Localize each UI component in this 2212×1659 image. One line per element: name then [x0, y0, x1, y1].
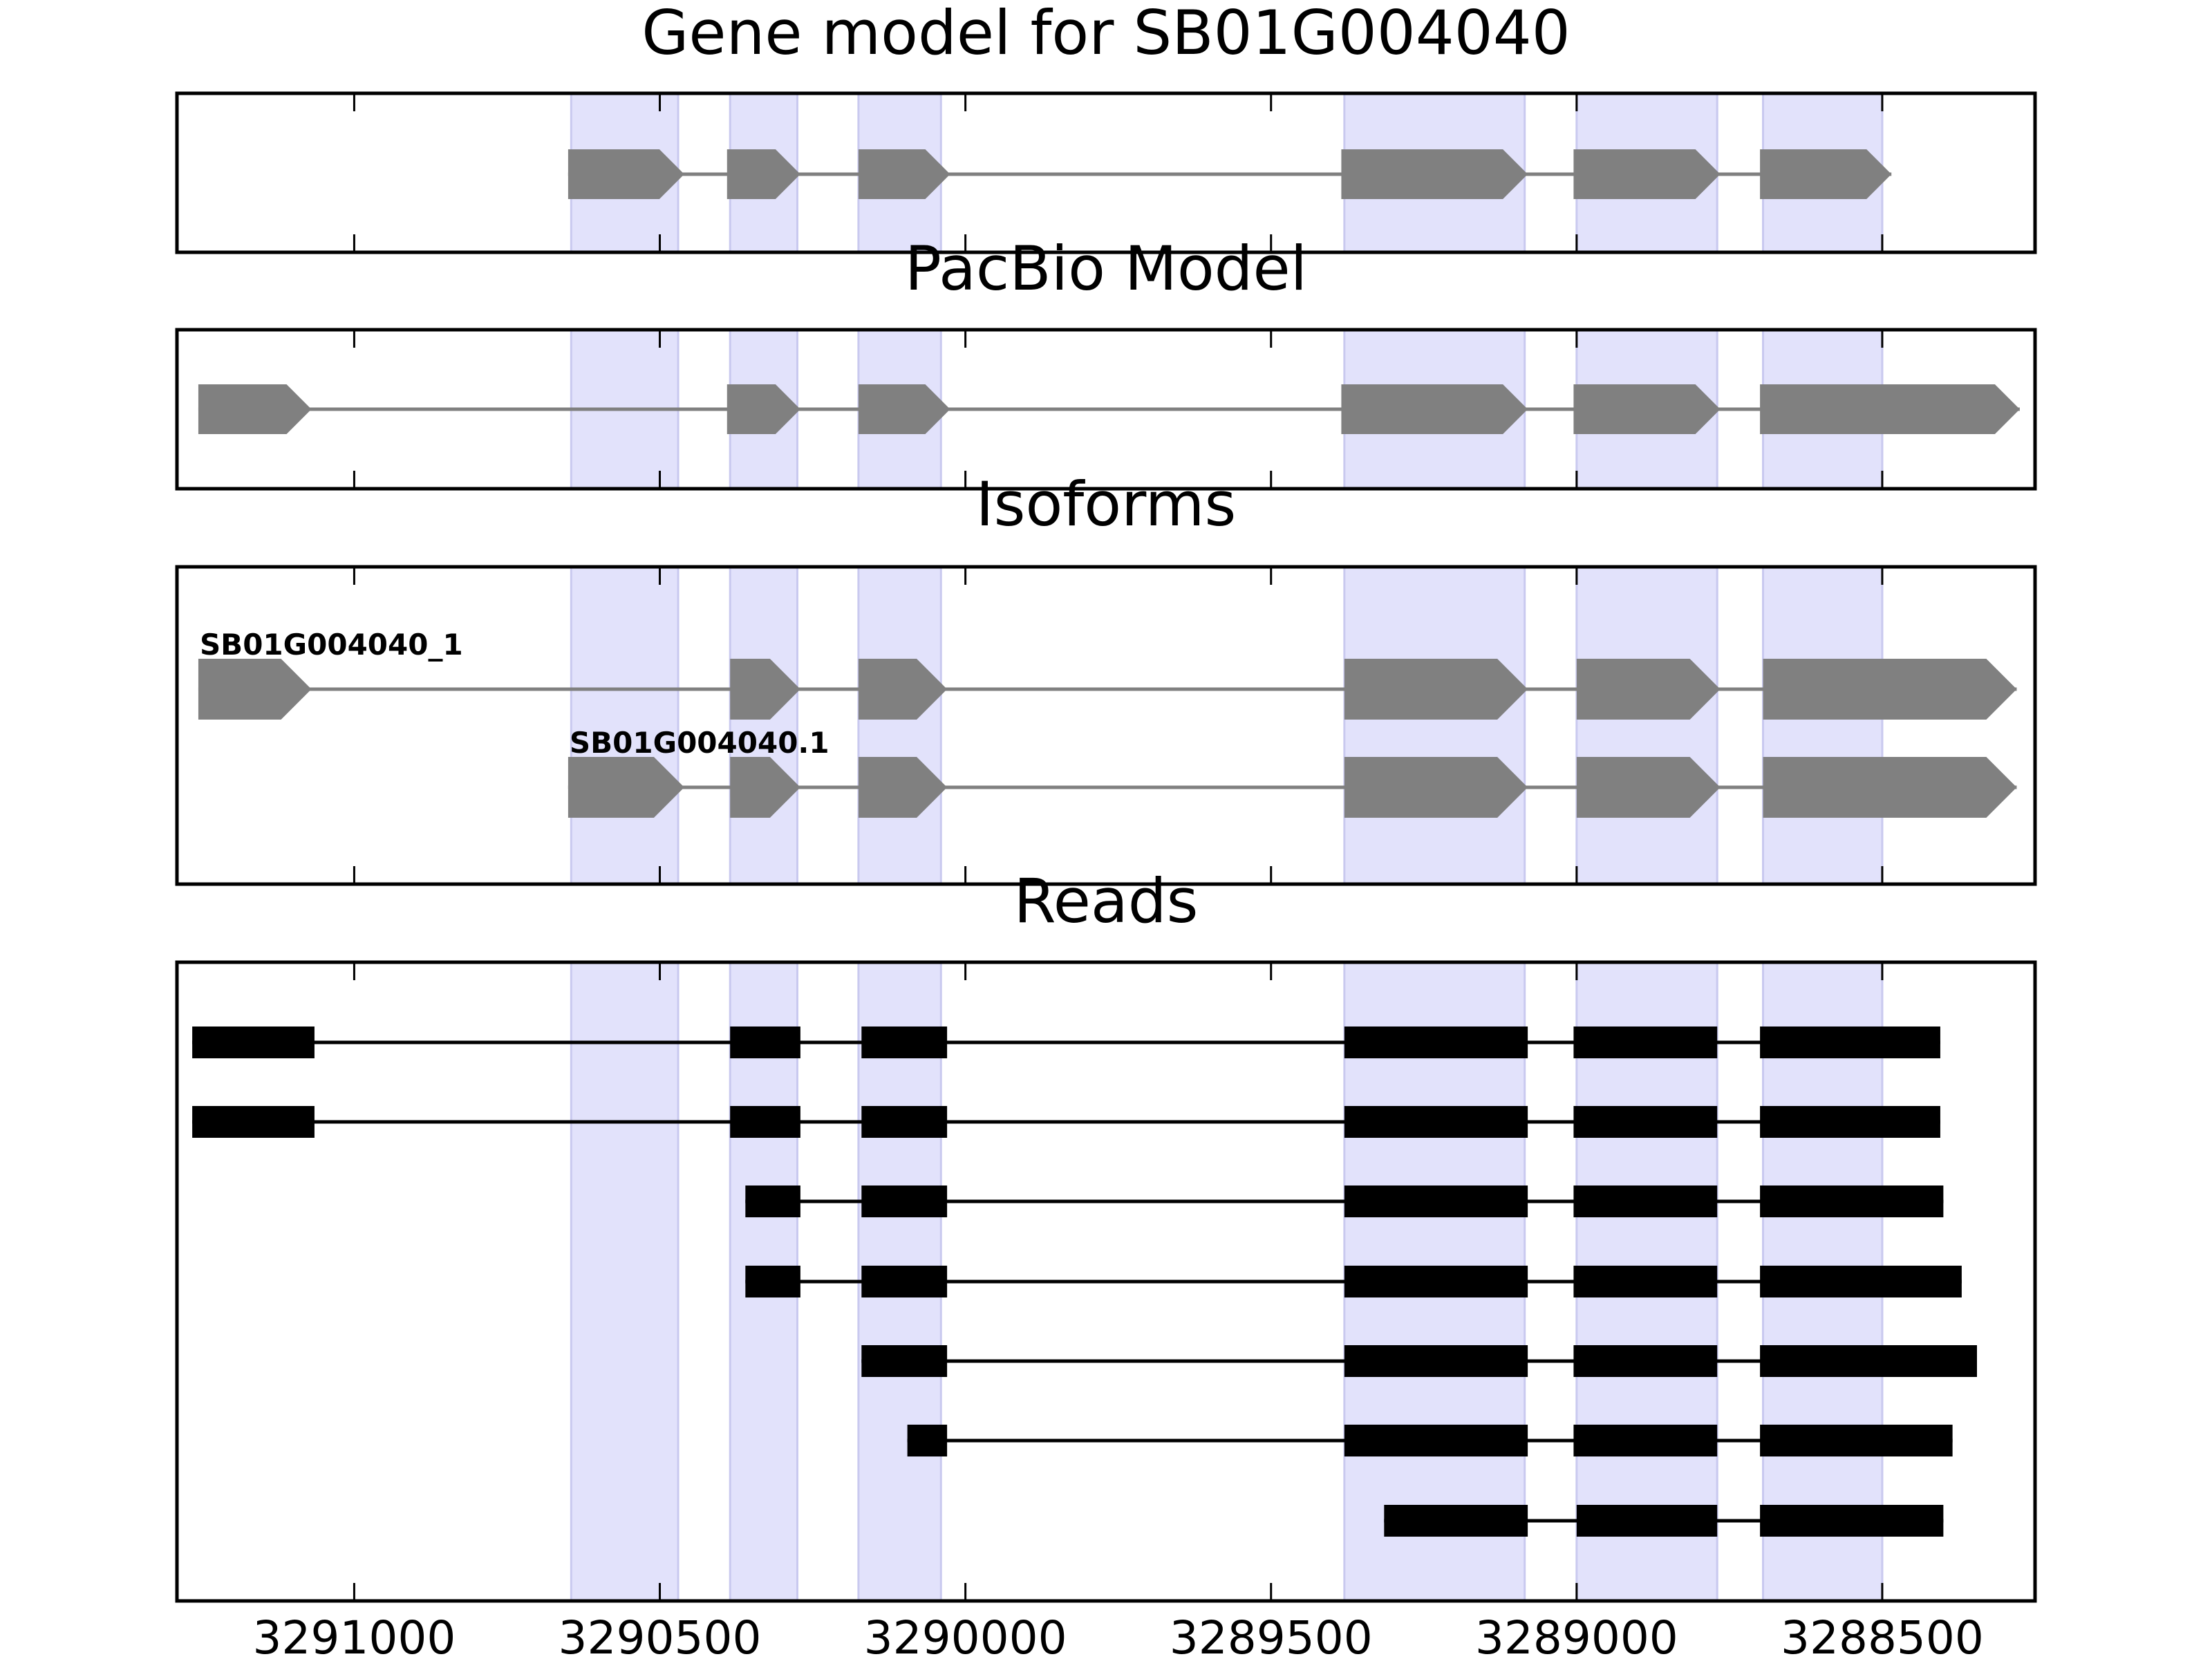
- read-block: [745, 1185, 800, 1217]
- read-track: [192, 1027, 1940, 1058]
- panel-title: Isoforms: [976, 469, 1237, 540]
- read-block: [1760, 1345, 1977, 1377]
- read-block: [1760, 1185, 1944, 1217]
- exon-arrow: [727, 384, 800, 434]
- read-block: [1760, 1027, 1940, 1058]
- x-tick-label: 3289000: [1475, 1611, 1678, 1659]
- read-block: [1344, 1185, 1528, 1217]
- read-block: [861, 1266, 948, 1297]
- panel-frame: [175, 328, 2037, 491]
- exon-arrow: [1341, 384, 1528, 434]
- read-block: [907, 1425, 948, 1456]
- read-block: [861, 1106, 948, 1138]
- exon-arrow: [727, 149, 800, 199]
- read-block: [1573, 1425, 1718, 1456]
- exon-arrow: [858, 757, 948, 818]
- exon-arrow: [198, 384, 312, 434]
- panel-reads: Reads 3291000 3290500 3290000 3289500 3289000…: [175, 865, 2037, 1659]
- exon-arrow: [568, 149, 684, 199]
- read-track: [745, 1266, 1962, 1297]
- read-block: [1760, 1106, 1940, 1138]
- read-block: [1760, 1425, 1953, 1456]
- exon-arrow: [1573, 384, 1721, 434]
- exon-highlight-band: [729, 565, 798, 885]
- read-block: [1384, 1505, 1528, 1537]
- exon-arrow: [1760, 149, 1892, 199]
- exon-highlight-band: [857, 565, 942, 885]
- x-tick-label: 3290000: [864, 1611, 1067, 1659]
- read-track: [1384, 1505, 1944, 1537]
- read-block: [861, 1345, 948, 1377]
- isoform-label: SB01G004040.1: [570, 726, 830, 760]
- read-track: [861, 1345, 1977, 1377]
- exon-arrow: [730, 757, 800, 818]
- exon-arrow: [858, 659, 948, 720]
- transcript-track: SB01G004040.1: [568, 726, 2017, 818]
- isoform-label: SB01G004040_1: [200, 628, 463, 662]
- read-block: [1344, 1425, 1528, 1456]
- read-block: [1573, 1185, 1718, 1217]
- x-tick-label: 3288500: [1781, 1611, 1984, 1659]
- exon-arrow: [1573, 149, 1721, 199]
- exon-highlight-band: [570, 565, 679, 885]
- read-block: [730, 1106, 800, 1138]
- read-block: [192, 1106, 315, 1138]
- x-tick-label: 3291000: [252, 1611, 456, 1659]
- exon-arrow: [1576, 659, 1721, 720]
- read-track: [192, 1106, 1940, 1138]
- panel-title: PacBio Model: [905, 233, 1307, 304]
- read-block: [192, 1027, 315, 1058]
- exon-arrow: [1344, 659, 1528, 720]
- read-block: [861, 1185, 948, 1217]
- read-block: [1344, 1106, 1528, 1138]
- panel-title: Gene model for SB01G004040: [641, 0, 1571, 68]
- read-track: [907, 1425, 1953, 1456]
- read-block: [1573, 1027, 1718, 1058]
- read-block: [1573, 1266, 1718, 1297]
- exon-arrow: [1344, 757, 1528, 818]
- exon-arrow: [568, 757, 684, 818]
- read-block: [1576, 1505, 1718, 1537]
- panel-pacbio-model: PacBio Model: [175, 233, 2037, 491]
- exon-highlight-band: [1575, 565, 1718, 885]
- transcript-track: [198, 384, 2020, 434]
- read-track: [745, 1185, 1944, 1217]
- read-block: [1344, 1266, 1528, 1297]
- read-block: [745, 1266, 800, 1297]
- read-block: [1760, 1266, 1962, 1297]
- exon-highlight-band: [1343, 565, 1526, 885]
- exon-arrow: [1763, 659, 2017, 720]
- panel-frame: [175, 565, 2037, 886]
- transcript-track: SB01G004040_1: [198, 628, 2017, 720]
- read-block: [1760, 1505, 1944, 1537]
- exon-highlight-band: [1762, 565, 1884, 885]
- x-tick-label: 3290500: [559, 1611, 762, 1659]
- transcript-track: [568, 149, 1892, 199]
- exon-arrow: [198, 659, 312, 720]
- x-tick-label: 3289500: [1170, 1611, 1373, 1659]
- exon-arrow: [858, 149, 950, 199]
- read-block: [861, 1027, 948, 1058]
- read-block: [1344, 1345, 1528, 1377]
- panel-isoforms: Isoforms SB01G004040_1 SB01G004040.1: [175, 469, 2037, 886]
- exon-arrow: [730, 659, 800, 720]
- read-block: [730, 1027, 800, 1058]
- panel-gene-model: Gene model for SB01G004040: [175, 0, 2037, 254]
- panel-frame: [175, 91, 2037, 254]
- exon-highlight-band: [570, 961, 679, 1602]
- read-block: [1573, 1106, 1718, 1138]
- exon-arrow: [1760, 384, 2020, 434]
- read-block: [1573, 1345, 1718, 1377]
- read-block: [1344, 1027, 1528, 1058]
- exon-arrow: [1576, 757, 1721, 818]
- exon-arrow: [1341, 149, 1528, 199]
- exon-arrow: [1763, 757, 2017, 818]
- panel-title: Reads: [1014, 865, 1199, 937]
- panel-frame: [175, 960, 2037, 1603]
- exon-arrow: [858, 384, 950, 434]
